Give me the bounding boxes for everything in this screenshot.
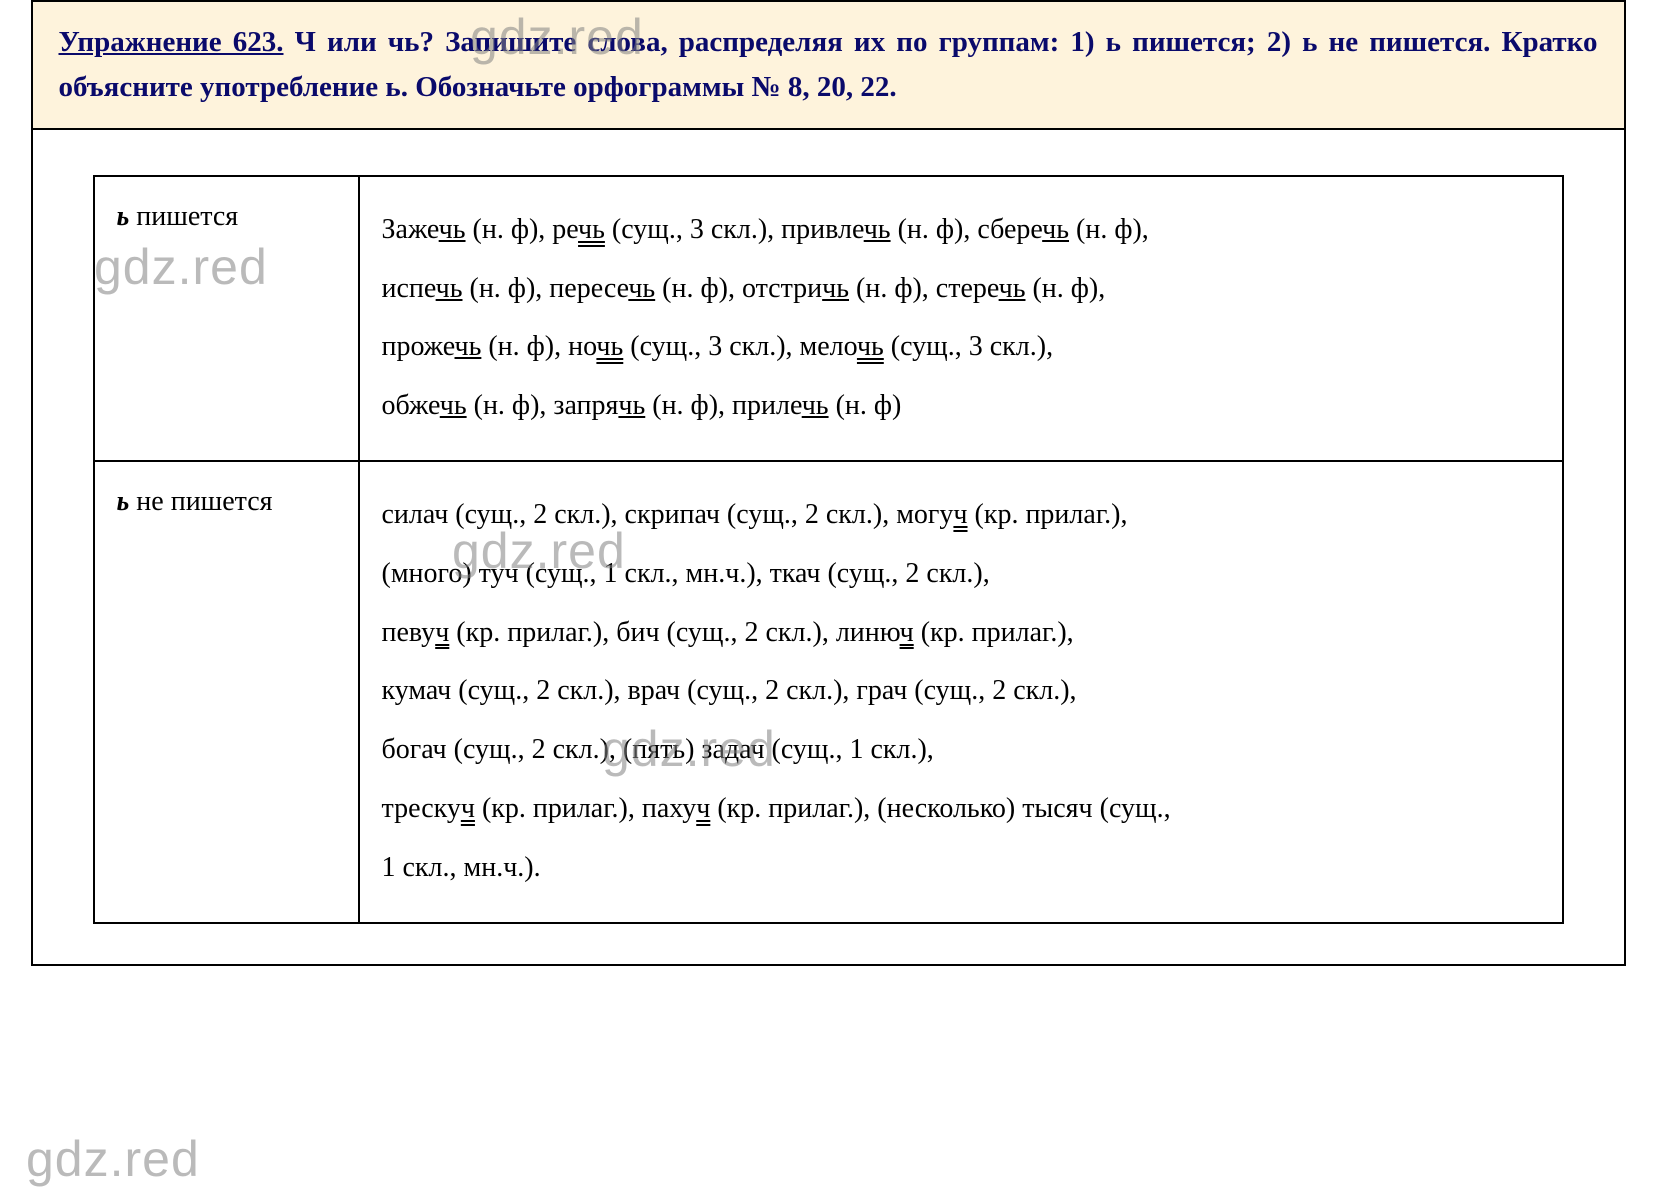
row2-content: силач (сущ., 2 скл.), скрипач (сущ., 2 с… [359,461,1563,923]
text: (н. ф), приле [645,390,801,421]
text: (кр. прилаг.), паху [475,793,696,824]
inner-table: ь пишется Зажечь (н. ф), речь (сущ., 3 с… [93,175,1564,924]
underline-single: чь [440,390,467,421]
exercise-title: Упражнение 623. [59,26,284,58]
text: (сущ., 3 скл.), мело [623,331,857,362]
underline-single: чь [618,390,645,421]
text: (много) туч (сущ., 1 скл., мн.ч.), ткач … [382,558,990,589]
text: силач (сущ., 2 скл.), скрипач (сущ., 2 с… [382,499,954,530]
text: треску [382,793,461,824]
row1-label-rest: пишется [129,201,238,232]
underline-double: ч [696,793,710,824]
underline-single: чь [455,331,482,362]
text: (н. ф), ре [466,214,579,245]
text: кумач (сущ., 2 скл.), врач (сущ., 2 скл.… [382,675,1077,706]
underline-double: чь [857,331,884,362]
table-row: ь пишется Зажечь (н. ф), речь (сущ., 3 с… [94,176,1563,461]
underline-single: чь [628,273,655,304]
outer-table: Упражнение 623. Ч или чь? Запишите слова… [31,0,1626,966]
underline-double: ч [953,499,967,530]
underline-single: чь [439,214,466,245]
text: (сущ., 3 скл.), [884,331,1053,362]
underline-double: чь [596,331,623,362]
text: певу [382,617,436,648]
text: (кр. прилаг.), (несколько) тысяч (сущ., [710,793,1170,824]
text: испе [382,273,436,304]
text: (н. ф), [1025,273,1105,304]
underline-single: чь [864,214,891,245]
exercise-header: Упражнение 623. Ч или чь? Запишите слова… [32,1,1625,129]
text: Заже [382,214,439,245]
underline-single: чь [999,273,1026,304]
text: проже [382,331,455,362]
underline-double: ч [435,617,449,648]
watermark-text: gdz.red [26,1130,200,1188]
text: (кр. прилаг.), [914,617,1074,648]
text: (н. ф), пересе [463,273,629,304]
row2-label-prefix: ь [117,486,130,517]
row2-label: ь не пишется [94,461,359,923]
table-row: ь не пишется силач (сущ., 2 скл.), скрип… [94,461,1563,923]
underline-single: чь [802,390,829,421]
underline-single: чь [436,273,463,304]
text: 1 скл., мн.ч.). [382,852,541,883]
text: (н. ф), но [481,331,596,362]
underline-double: чь [578,214,605,245]
row2-label-rest: не пишется [129,486,272,517]
text: (сущ., 3 скл.), привле [605,214,864,245]
text: богач (сущ., 2 скл.), (пять) задач (сущ.… [382,734,934,765]
underline-double: ч [900,617,914,648]
exercise-instruction: Ч или чь? Запишите слова, распределяя их… [59,26,1598,103]
underline-single: чь [822,273,849,304]
row1-label-prefix: ь [117,201,130,232]
text: (н. ф), [1069,214,1149,245]
underline-single: чь [1042,214,1069,245]
underline-double: ч [461,793,475,824]
text: (н. ф), сбере [891,214,1043,245]
row1-label: ь пишется [94,176,359,461]
text: (н. ф), стере [849,273,999,304]
text: обже [382,390,440,421]
text: (н. ф) [829,390,902,421]
text: (кр. прилаг.), [968,499,1128,530]
text: (н. ф), запря [467,390,619,421]
text: (н. ф), отстри [655,273,822,304]
row1-content: Зажечь (н. ф), речь (сущ., 3 скл.), прив… [359,176,1563,461]
text: (кр. прилаг.), бич (сущ., 2 скл.), линю [449,617,899,648]
content-cell: ь пишется Зажечь (н. ф), речь (сущ., 3 с… [32,129,1625,965]
